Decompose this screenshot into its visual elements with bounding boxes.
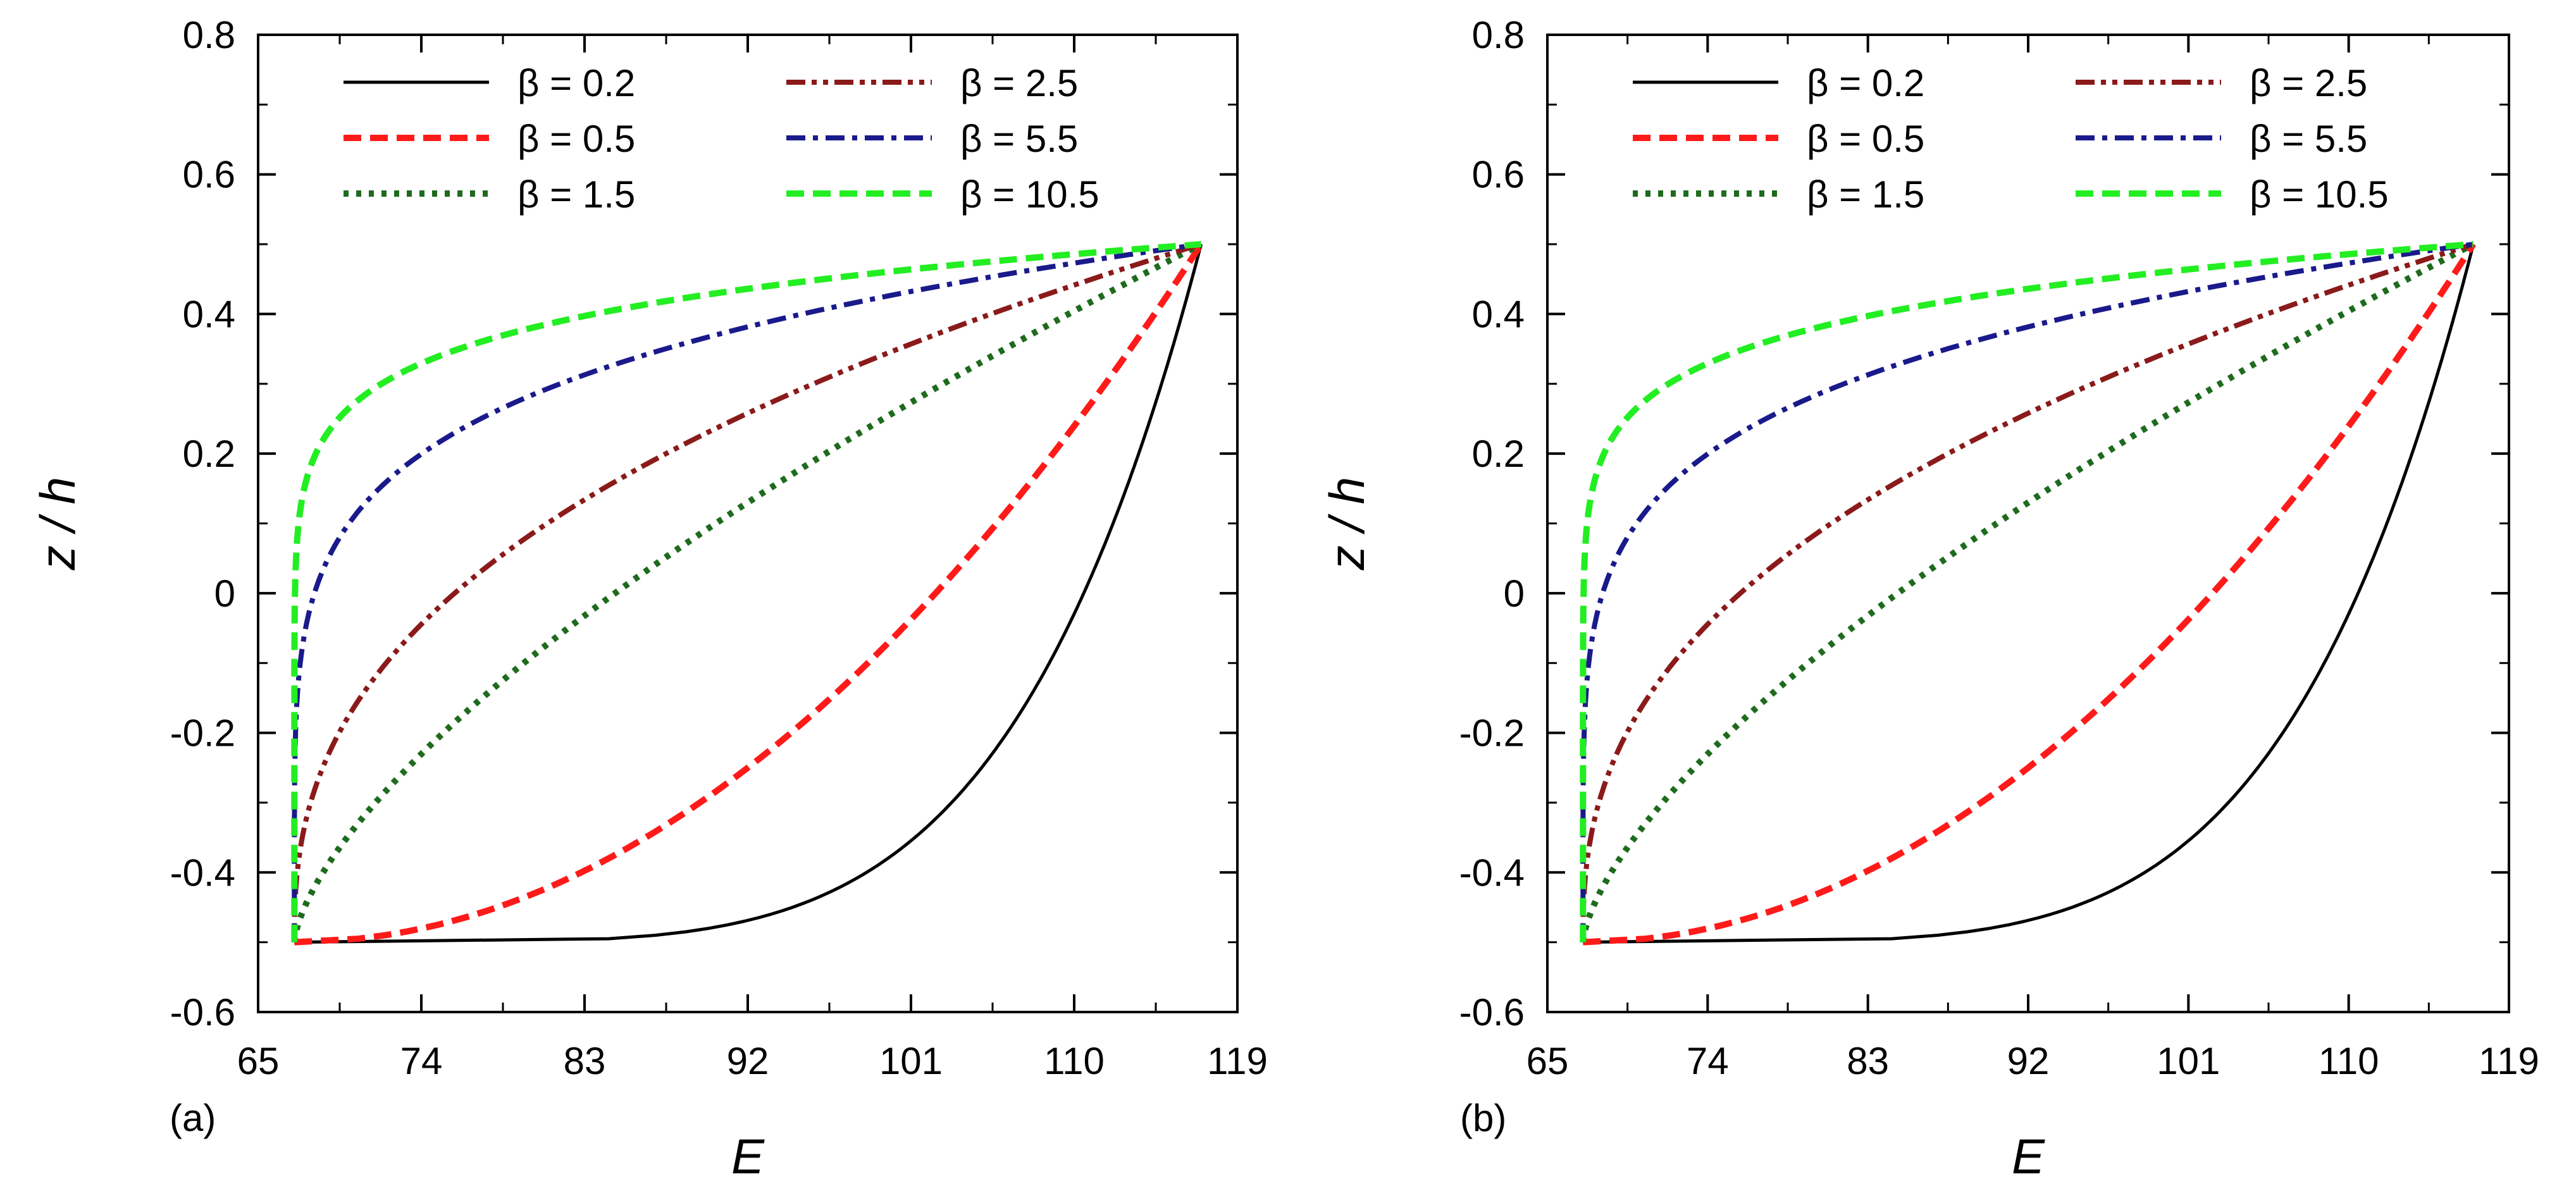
legend-label-1: β = 0.5 <box>1807 118 1924 160</box>
series-line-5 <box>1580 241 2474 942</box>
y-axis-title: z / h <box>30 477 85 571</box>
x-tick-label: 74 <box>1687 1040 1729 1082</box>
legend-label-2: β = 1.5 <box>517 173 635 216</box>
y-tick-label: 0.2 <box>183 433 235 475</box>
y-tick-label: 0.6 <box>1472 154 1525 196</box>
x-tick-label: 83 <box>1847 1040 1889 1082</box>
series-line-3 <box>292 242 1202 942</box>
x-tick-label: 101 <box>879 1040 943 1082</box>
x-tick-label: 74 <box>400 1040 443 1082</box>
x-tick-label: 92 <box>2007 1040 2050 1082</box>
series-line-3 <box>1580 242 2474 942</box>
chart-panel-b: 65 74 83 92 101 110 119 -0.6 -0.4 -0.2 0 0.2 0.4 0.6 0… <box>1319 14 2539 1184</box>
legend-label-0: β = 0.2 <box>517 62 635 104</box>
x-tick-label: 110 <box>1044 1040 1105 1082</box>
y-tick-label: 0.8 <box>1472 14 1525 56</box>
series-line-2 <box>291 241 1203 943</box>
y-tick-label: -0.2 <box>170 712 235 755</box>
legend-label-4: β = 5.5 <box>960 118 1078 160</box>
x-tick-label: 119 <box>2479 1040 2539 1082</box>
series-line-1 <box>1583 242 2476 946</box>
x-tick-label: 119 <box>1207 1040 1268 1082</box>
x-axis-title: E <box>731 1128 765 1184</box>
x-tick-label: 65 <box>1526 1040 1569 1082</box>
x-tick-label: 65 <box>237 1040 280 1082</box>
series-line-4 <box>292 242 1202 942</box>
panel-label: (a) <box>170 1097 216 1139</box>
y-tick-label: -0.6 <box>1459 991 1525 1034</box>
series-line-0 <box>294 244 1203 944</box>
y-tick-label: -0.2 <box>1459 712 1525 755</box>
curve-group <box>291 241 1204 946</box>
y-tick-label: 0 <box>1504 572 1525 615</box>
panel-label: (b) <box>1460 1097 1506 1139</box>
series-line-0 <box>1583 244 2475 944</box>
x-tick-label: 92 <box>727 1040 769 1082</box>
legend-label-3: β = 2.5 <box>2250 62 2367 104</box>
series-line-4 <box>1580 242 2474 942</box>
chart-panel-a: 65 74 83 92 101 110 119 -0.6 -0.4 -0.2 0 0.2 0.4 0.6 0… <box>30 14 1268 1184</box>
series-line-1 <box>294 242 1204 946</box>
legend-label-3: β = 2.5 <box>960 62 1078 104</box>
x-tick-label: 110 <box>2319 1040 2379 1082</box>
y-tick-label: -0.4 <box>170 851 235 894</box>
legend-label-2: β = 1.5 <box>1807 173 1924 216</box>
curve-group <box>1580 241 2476 946</box>
y-axis-title: z / h <box>1319 477 1375 571</box>
legend: β = 0.2 β = 0.5 β = 1.5 β = 2.5 β = 5.5 β = 1… <box>1633 62 2389 216</box>
series-line-2 <box>1580 241 2475 943</box>
legend-label-1: β = 0.5 <box>517 118 635 160</box>
legend-label-5: β = 10.5 <box>960 173 1099 216</box>
x-axis-title: E <box>2012 1128 2045 1184</box>
legend-label-0: β = 0.2 <box>1807 62 1924 104</box>
legend-label-4: β = 5.5 <box>2250 118 2367 160</box>
y-tick-label: 0.6 <box>183 154 235 196</box>
y-tick-label: -0.6 <box>170 991 235 1034</box>
y-tick-label: 0.2 <box>1472 433 1525 475</box>
y-tick-label: 0 <box>214 572 235 615</box>
y-tick-label: 0.4 <box>183 293 235 335</box>
legend-label-5: β = 10.5 <box>2250 173 2389 216</box>
x-tick-label: 101 <box>2157 1040 2220 1082</box>
y-tick-label: 0.4 <box>1472 293 1525 335</box>
y-tick-label: 0.8 <box>183 14 235 56</box>
x-tick-label: 83 <box>564 1040 606 1082</box>
y-tick-label: -0.4 <box>1459 851 1525 894</box>
series-line-5 <box>291 241 1202 942</box>
legend: β = 0.2 β = 0.5 β = 1.5 β = 2.5 β = 5.5 β = 1… <box>344 62 1099 216</box>
